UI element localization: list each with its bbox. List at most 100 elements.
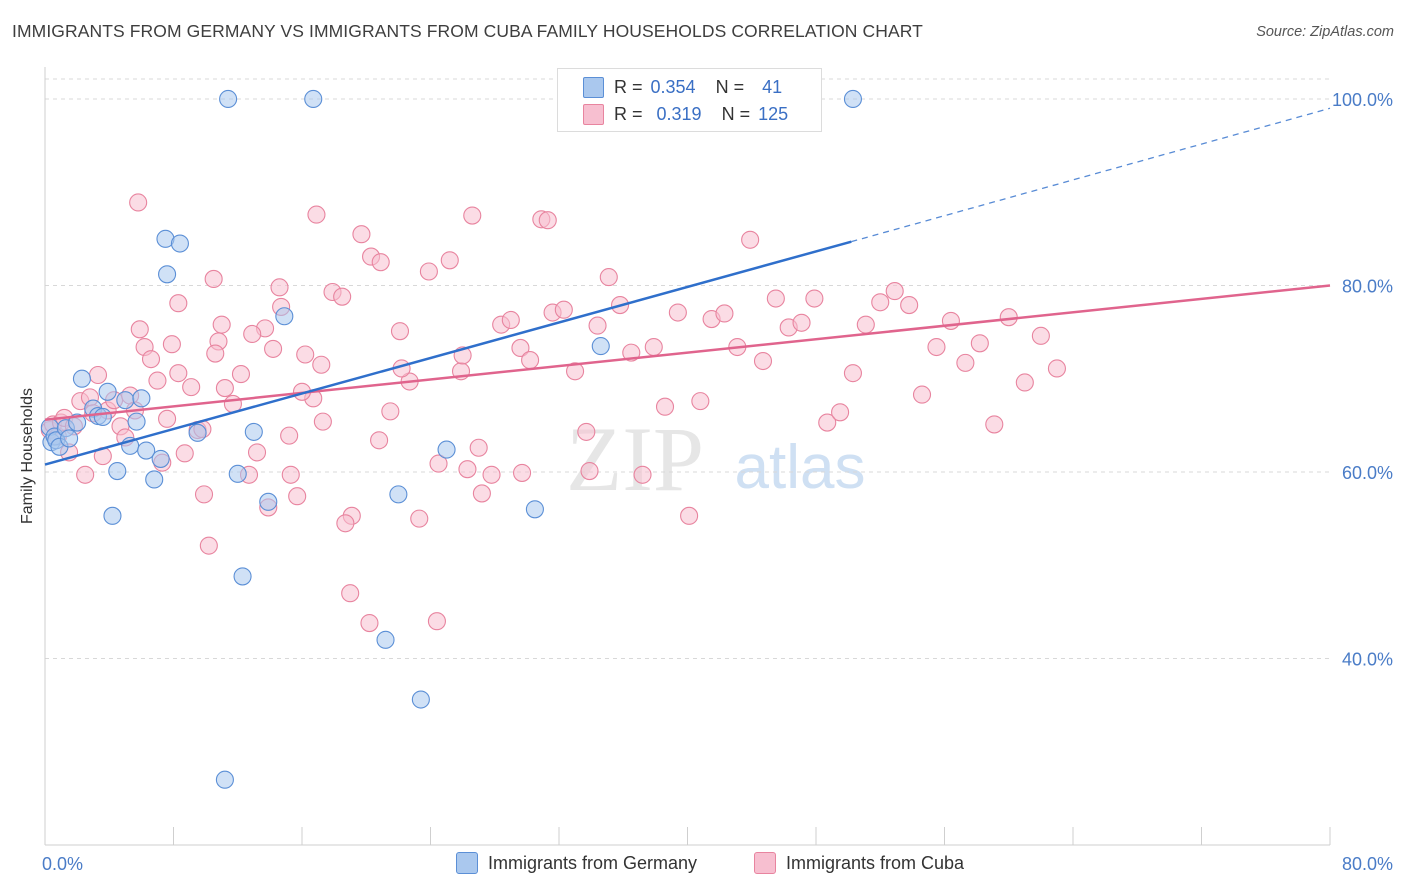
germany-point xyxy=(389,485,408,504)
germany-n-label: N = xyxy=(715,76,745,97)
stats-row-germany: R = 0.354 N = 41 xyxy=(583,75,783,99)
legend-item-germany[interactable]: Immigrants from Germany xyxy=(456,852,697,874)
y-tick-label: 40.0% xyxy=(1342,649,1393,669)
cuba-point xyxy=(307,205,326,224)
cuba-point xyxy=(215,379,234,398)
cuba-point xyxy=(501,310,520,330)
cuba-point xyxy=(158,409,177,428)
cuba-r-label: R = xyxy=(614,103,643,124)
cuba-point xyxy=(169,364,188,383)
legend-swatch-cuba xyxy=(754,852,776,874)
series-germany-points xyxy=(40,89,862,789)
cuba-point xyxy=(521,351,540,370)
cuba-point xyxy=(141,350,161,369)
cuba-point xyxy=(458,460,477,479)
cuba-point xyxy=(970,334,989,353)
trend-line-cuba xyxy=(44,284,1331,422)
cuba-point xyxy=(76,465,95,484)
germany-point xyxy=(188,423,207,442)
cuba-point xyxy=(429,454,448,473)
cuba-swatch xyxy=(583,103,604,125)
cuba-point xyxy=(469,438,488,457)
cuba-point xyxy=(296,345,315,364)
cuba-point xyxy=(511,338,530,358)
chart-title: IMMIGRANTS FROM GERMANY VS IMMIGRANTS FR… xyxy=(12,21,923,41)
cuba-point xyxy=(856,315,875,334)
cuba-point xyxy=(370,431,389,450)
trend-line-germany-extension xyxy=(851,107,1331,243)
cuba-point xyxy=(588,316,607,335)
cuba-point xyxy=(243,324,262,344)
cuba-point xyxy=(1047,359,1066,378)
cuba-point xyxy=(871,293,890,312)
germany-point xyxy=(108,462,127,481)
watermark: ZIP atlas xyxy=(566,408,865,510)
cuba-point xyxy=(818,413,837,432)
cuba-point xyxy=(206,344,225,363)
cuba-point xyxy=(427,612,446,631)
cuba-point xyxy=(440,251,459,270)
cuba-point xyxy=(753,351,773,371)
cuba-point xyxy=(482,465,501,484)
cuba-point xyxy=(212,315,231,334)
legend-item-cuba[interactable]: Immigrants from Cuba xyxy=(754,852,964,874)
germany-point xyxy=(219,89,238,109)
cuba-point xyxy=(538,211,557,230)
axes xyxy=(44,67,1331,846)
cuba-point xyxy=(691,392,710,411)
germany-point xyxy=(68,413,87,432)
cuba-point xyxy=(715,304,734,323)
series-cuba-points xyxy=(40,193,1066,633)
cuba-point xyxy=(644,337,663,357)
cuba-point xyxy=(741,230,760,249)
cuba-point xyxy=(281,465,300,484)
germany-point xyxy=(411,690,430,709)
source-label: Source: ZipAtlas.com xyxy=(1256,24,1394,40)
germany-n-value: 41 xyxy=(762,76,783,97)
cuba-point xyxy=(199,536,218,555)
cuba-point xyxy=(912,385,932,404)
cuba-point xyxy=(463,206,482,225)
cuba-point xyxy=(264,339,283,358)
germany-point xyxy=(259,492,278,511)
cuba-point xyxy=(472,484,491,503)
cuba-point xyxy=(130,320,149,339)
germany-point xyxy=(591,337,610,356)
cuba-point xyxy=(194,485,214,504)
cuba-point xyxy=(360,614,379,633)
germany-point xyxy=(233,567,252,586)
germany-point xyxy=(170,234,189,253)
germany-point xyxy=(244,422,263,441)
cuba-point xyxy=(129,193,148,212)
cuba-point xyxy=(513,463,532,482)
germany-point xyxy=(228,464,247,483)
cuba-point xyxy=(410,509,429,528)
cuba-point xyxy=(985,415,1004,434)
cuba-point xyxy=(831,403,850,422)
trend-line-germany xyxy=(44,240,852,466)
cuba-point xyxy=(900,296,919,315)
germany-point xyxy=(275,307,294,326)
cuba-point xyxy=(655,397,675,416)
cuba-point xyxy=(148,371,167,390)
germany-point xyxy=(843,89,862,109)
stats-legend: R = 0.354 N = 41 R = 0.319 N = 125 xyxy=(557,68,822,132)
germany-point xyxy=(103,506,122,525)
cuba-point xyxy=(766,289,785,308)
germany-point xyxy=(525,500,544,519)
germany-point xyxy=(158,265,177,284)
cuba-point xyxy=(927,337,946,357)
cuba-point xyxy=(580,462,599,481)
cuba-point xyxy=(175,444,194,463)
germany-point xyxy=(437,440,456,459)
cuba-point xyxy=(247,443,267,462)
cuba-n-label: N = xyxy=(721,103,751,124)
germany-point xyxy=(145,470,164,489)
cuba-point xyxy=(88,365,108,385)
cuba-point xyxy=(1031,326,1050,345)
cuba-point xyxy=(381,402,400,421)
x-tick-label-max: 80.0% xyxy=(1342,854,1393,874)
germany-point xyxy=(72,369,91,388)
x-tick-label-min: 0.0% xyxy=(42,854,83,874)
